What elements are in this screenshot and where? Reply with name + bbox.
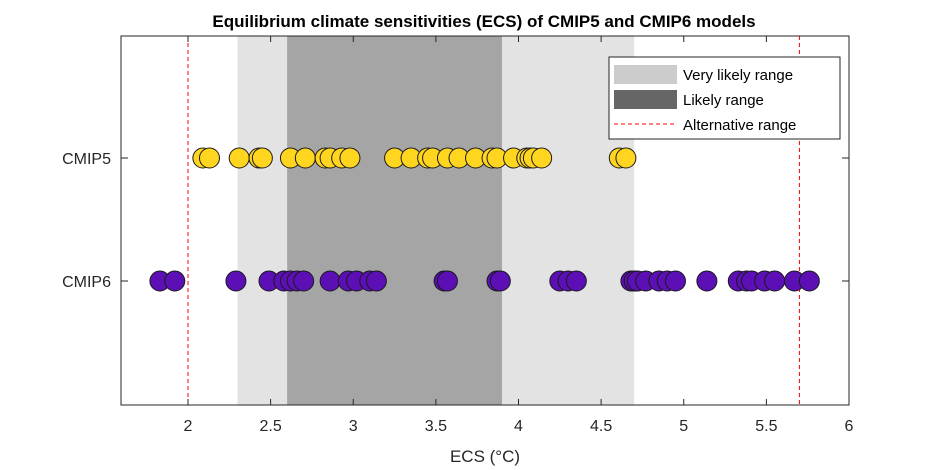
cmip6-point [798, 270, 820, 292]
cmip6-point [293, 270, 315, 292]
axes [120, 35, 850, 406]
x-tick-label: 3 [349, 418, 358, 435]
cmip6-point [319, 270, 341, 292]
legend-label: Likely range [683, 92, 764, 109]
y-tick-label: CMIP6 [62, 274, 111, 291]
x-tick-label: 5 [679, 418, 688, 435]
cmip6-point [225, 270, 247, 292]
x-tick-labels: 2 2.5 3 3.5 4 4.5 5 5.5 6 [184, 418, 854, 435]
legend-swatch-likely [614, 90, 677, 109]
legend-label: Alternative range [683, 117, 796, 134]
cmip5-point [294, 147, 316, 169]
cmip5-point [228, 147, 250, 169]
cmip6-point [489, 270, 511, 292]
x-tick-label: 5.5 [755, 418, 777, 435]
x-tick-label: 4 [514, 418, 523, 435]
axes-box [120, 35, 850, 406]
cmip5-point [198, 147, 220, 169]
cmip6-point [764, 270, 786, 292]
x-axis-label: ECS (°C) [450, 447, 520, 466]
x-tick-label: 4.5 [590, 418, 612, 435]
cmip6-point [565, 270, 587, 292]
x-tick-label: 2.5 [260, 418, 282, 435]
x-tick-label: 3.5 [425, 418, 447, 435]
legend: Very likely range Likely range Alternative… [608, 56, 841, 140]
legend-label: Very likely range [683, 67, 793, 84]
cmip5-point [251, 147, 273, 169]
reference-lines [187, 36, 800, 405]
cmip6-point [696, 270, 718, 292]
x-tick-label: 2 [184, 418, 193, 435]
cmip5-point [531, 147, 553, 169]
y-tick-label: CMIP5 [62, 151, 111, 168]
cmip5-point [339, 147, 361, 169]
cmip6-point [436, 270, 458, 292]
shaded-ranges [237, 36, 635, 405]
cmip5-point [615, 147, 637, 169]
legend-swatch-very-likely [614, 65, 677, 84]
y-tick-labels: CMIP5 CMIP6 [62, 151, 111, 291]
chart-title: Equilibrium climate sensitivities (ECS) … [212, 12, 755, 31]
cmip6-point [164, 270, 186, 292]
cmip6-point [664, 270, 686, 292]
likely-range-band [287, 36, 502, 405]
cmip6-point [365, 270, 387, 292]
data-points [149, 147, 820, 292]
x-tick-label: 6 [845, 418, 854, 435]
